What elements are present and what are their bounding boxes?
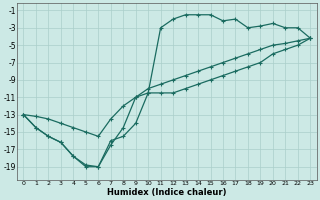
X-axis label: Humidex (Indice chaleur): Humidex (Indice chaleur) (107, 188, 227, 197)
